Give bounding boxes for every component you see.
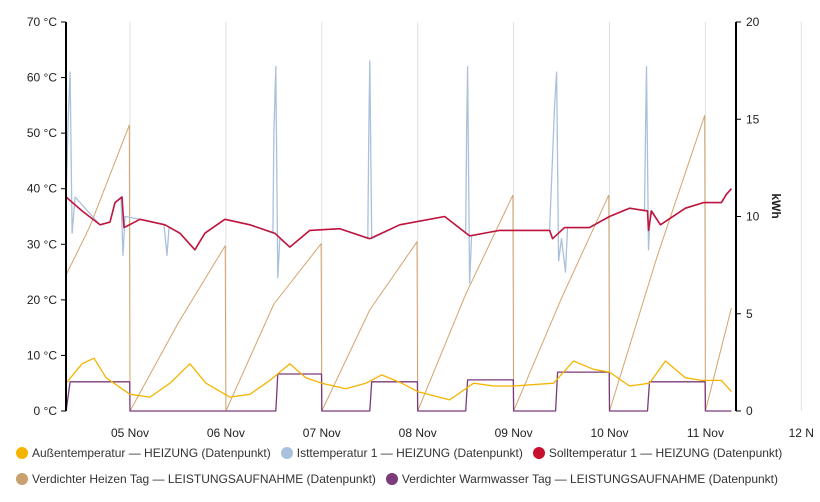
series-line-4 [65, 371, 732, 412]
legend-row-1: Außentemperatur — HEIZUNG (Datenpunkt) I… [16, 446, 782, 460]
right-tick-label: 5 [746, 307, 753, 321]
x-tick-label: 06 Nov [207, 426, 245, 440]
x-tick-label: 10 Nov [590, 426, 628, 440]
line-chart: 05 Nov 06 Nov 07 Nov 08 Nov 09 Nov 10 Nov 11 N… [27, 15, 814, 440]
right-tick-label: 20 [746, 15, 760, 29]
legend-dot-icon [532, 447, 545, 459]
legend-item-isttemperatur[interactable]: Isttemperatur 1 — HEIZUNG (Datenpunkt) [280, 446, 523, 460]
x-tick-label: 05 Nov [111, 426, 149, 440]
left-tick-label: 30 °C [27, 237, 57, 251]
legend-label: Solltemperatur 1 — HEIZUNG (Datenpunkt) [548, 446, 783, 460]
x-tick-label: 12 N [789, 426, 814, 440]
legend-item-verdichter-warmwasser[interactable]: Verdichter Warmwasser Tag — LEISTUNGSAUF… [385, 472, 779, 486]
legend-dot-icon [385, 473, 398, 485]
x-tick-label: 08 Nov [399, 426, 437, 440]
left-tick-label: 20 °C [27, 293, 57, 307]
legend-dot-icon [16, 447, 28, 459]
legend-item-aussentemperatur[interactable]: Außentemperatur — HEIZUNG (Datenpunkt) [16, 446, 271, 460]
left-tick-label: 70 °C [27, 15, 57, 29]
left-tick-label: 50 °C [27, 126, 57, 140]
legend-dot-icon [280, 447, 293, 459]
series-line-2 [65, 188, 732, 251]
legend-item-verdichter-heizen[interactable]: Verdichter Heizen Tag — LEISTUNGSAUFNAHM… [16, 472, 376, 486]
legend-row-2: Verdichter Heizen Tag — LEISTUNGSAUFNAHM… [16, 472, 778, 486]
series-line-0 [65, 357, 732, 401]
legend-label: Verdichter Warmwasser Tag — LEISTUNGSAUF… [401, 472, 779, 486]
right-axis-label: kWh [769, 193, 783, 218]
left-tick-label: 0 °C [34, 404, 58, 418]
left-tick-label: 40 °C [27, 182, 57, 196]
x-tick-label: 09 Nov [495, 426, 533, 440]
legend-label: Außentemperatur — HEIZUNG (Datenpunkt) [32, 446, 271, 460]
x-tick-label: 11 Nov [687, 426, 724, 440]
axes: 05 Nov 06 Nov 07 Nov 08 Nov 09 Nov 10 Nov 11 N… [27, 15, 814, 440]
left-tick-label: 60 °C [27, 71, 57, 85]
right-tick-label: 10 [746, 210, 760, 224]
series-lines [65, 60, 732, 412]
left-tick-label: 10 °C [27, 348, 57, 362]
right-tick-label: 0 [746, 404, 753, 418]
legend-label: Verdichter Heizen Tag — LEISTUNGSAUFNAHM… [32, 472, 376, 486]
series-line-1 [65, 60, 732, 284]
series-line-3 [65, 114, 732, 412]
legend-label: Isttemperatur 1 — HEIZUNG (Datenpunkt) [296, 446, 523, 460]
legend-dot-icon [16, 473, 28, 485]
legend-item-solltemperatur[interactable]: Solltemperatur 1 — HEIZUNG (Datenpunkt) [532, 446, 783, 460]
right-tick-label: 15 [746, 112, 760, 126]
x-tick-label: 07 Nov [303, 426, 341, 440]
